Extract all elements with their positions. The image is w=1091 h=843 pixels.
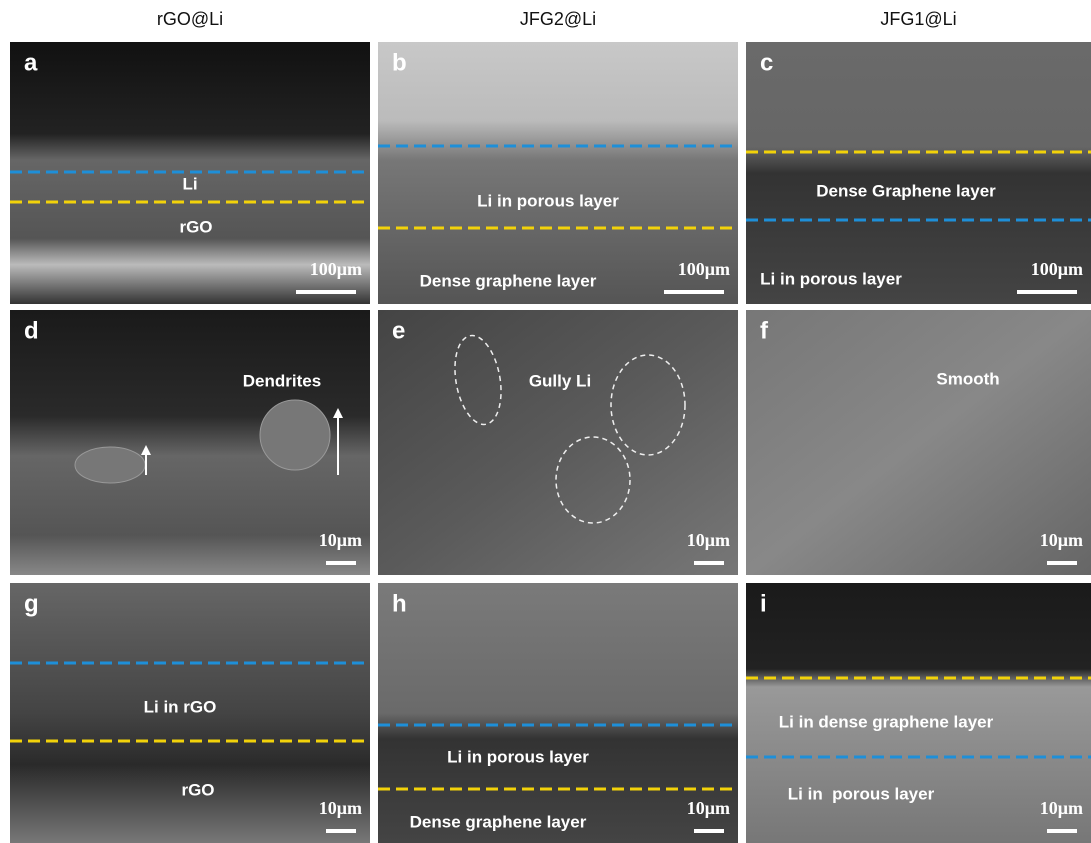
panel-letter: g: [24, 590, 39, 617]
panel-letter: i: [760, 590, 767, 617]
column-header: JFG2@Li: [520, 9, 596, 29]
annotation: Dense graphene layer: [420, 271, 597, 290]
dendrite: [260, 400, 330, 470]
panel-letter: a: [24, 49, 38, 76]
scale-bar: [1047, 561, 1077, 565]
panel-letter: e: [392, 317, 405, 344]
sem-image: [378, 310, 738, 575]
panel-letter: b: [392, 49, 407, 76]
annotation: rGO: [181, 780, 214, 799]
panel-letter: d: [24, 317, 39, 344]
panel-letter: c: [760, 49, 773, 76]
panel: g Li in rGO rGO 10μm: [10, 583, 370, 843]
dendrite: [75, 447, 145, 483]
scale-label: 10μm: [687, 530, 730, 550]
scale-label: 10μm: [1040, 530, 1083, 550]
annotation: Li in rGO: [144, 697, 217, 716]
scale-bar: [694, 561, 724, 565]
panel: i Li in dense graphene layer Li in porous …: [746, 583, 1091, 843]
column-header: rGO@Li: [157, 9, 223, 29]
sem-image: [378, 583, 738, 843]
panel: e Gully Li 10μm: [378, 310, 738, 575]
scale-label: 10μm: [319, 530, 362, 550]
annotation: Dendrites: [243, 371, 321, 390]
panel: f Smooth 10μm: [746, 310, 1091, 575]
panel-letter: f: [760, 317, 769, 344]
annotation: Li in porous layer: [788, 784, 935, 803]
panel: h Li in porous layer Dense graphene layer 1…: [378, 583, 738, 843]
scale-bar: [326, 561, 356, 565]
annotation: Li in porous layer: [760, 269, 902, 288]
panel: c Dense Graphene layer Li in porous layer 1…: [746, 42, 1091, 304]
annotation: Dense graphene layer: [410, 812, 587, 831]
scale-label: 10μm: [687, 798, 730, 818]
panel: a Li rGO 100μm: [10, 42, 370, 304]
scale-label: 100μm: [1031, 259, 1083, 279]
scale-bar: [1017, 290, 1077, 294]
scale-bar: [694, 829, 724, 833]
scale-bar: [664, 290, 724, 294]
annotation: Gully Li: [529, 371, 591, 390]
scale-label: 100μm: [678, 259, 730, 279]
scale-label: 100μm: [310, 259, 362, 279]
annotation: Li in porous layer: [447, 747, 589, 766]
scale-bar: [1047, 829, 1077, 833]
annotation: rGO: [179, 217, 212, 236]
panel: d Dendrites 10μm: [10, 310, 370, 575]
annotation: Li: [182, 174, 197, 193]
column-header: JFG1@Li: [880, 9, 956, 29]
scale-label: 10μm: [1040, 798, 1083, 818]
panel: b Li in porous layer Dense graphene layer 1…: [378, 42, 738, 304]
annotation: Smooth: [936, 369, 999, 388]
scale-bar: [296, 290, 356, 294]
scale-bar: [326, 829, 356, 833]
annotation: Li in porous layer: [477, 191, 619, 210]
figure: rGO@Li JFG2@Li JFG1@Li a Li rGO 100μm b Li in po…: [0, 0, 1091, 843]
annotation: Dense Graphene layer: [816, 181, 996, 200]
annotation: Li in dense graphene layer: [779, 712, 994, 731]
scale-label: 10μm: [319, 798, 362, 818]
panel-letter: h: [392, 590, 407, 617]
